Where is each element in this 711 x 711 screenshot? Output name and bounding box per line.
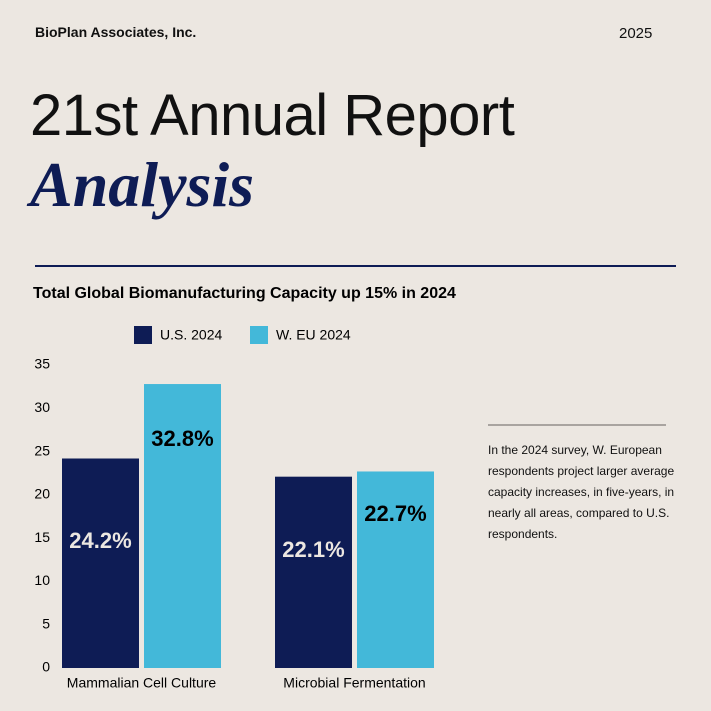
chart-title: Total Global Biomanufacturing Capacity u… [33,285,456,302]
divider [35,265,676,267]
bar [144,384,221,668]
y-tick-label: 35 [34,356,50,372]
bar [62,458,139,668]
y-tick-label: 0 [42,659,50,675]
note: In the 2024 survey, W. European responde… [488,443,675,541]
company: BioPlan Associates, Inc. [35,24,197,40]
year: 2025 [619,25,653,42]
y-tick-label: 20 [34,486,50,502]
legend-label: U.S. 2024 [160,327,222,343]
note-rule [488,424,666,426]
legend-label: W. EU 2024 [276,327,351,343]
value-label: 24.2% [69,528,131,553]
legend-swatch [250,326,268,344]
x-tick-label: Mammalian Cell Culture [67,675,217,691]
report-subtitle: Analysis [30,149,255,220]
y-tick-label: 5 [42,615,50,631]
x-tick-label: Microbial Fermentation [283,675,425,691]
y-tick-label: 10 [34,572,50,588]
legend-swatch [134,326,152,344]
value-label: 32.8% [151,426,213,451]
y-tick-label: 30 [34,399,50,415]
bar [275,476,352,668]
y-tick-label: 25 [34,442,50,458]
y-tick-label: 15 [34,529,50,545]
report-title: 21st Annual Report [30,83,515,148]
value-label: 22.1% [282,537,344,562]
bar [357,471,434,668]
value-label: 22.7% [364,501,426,526]
